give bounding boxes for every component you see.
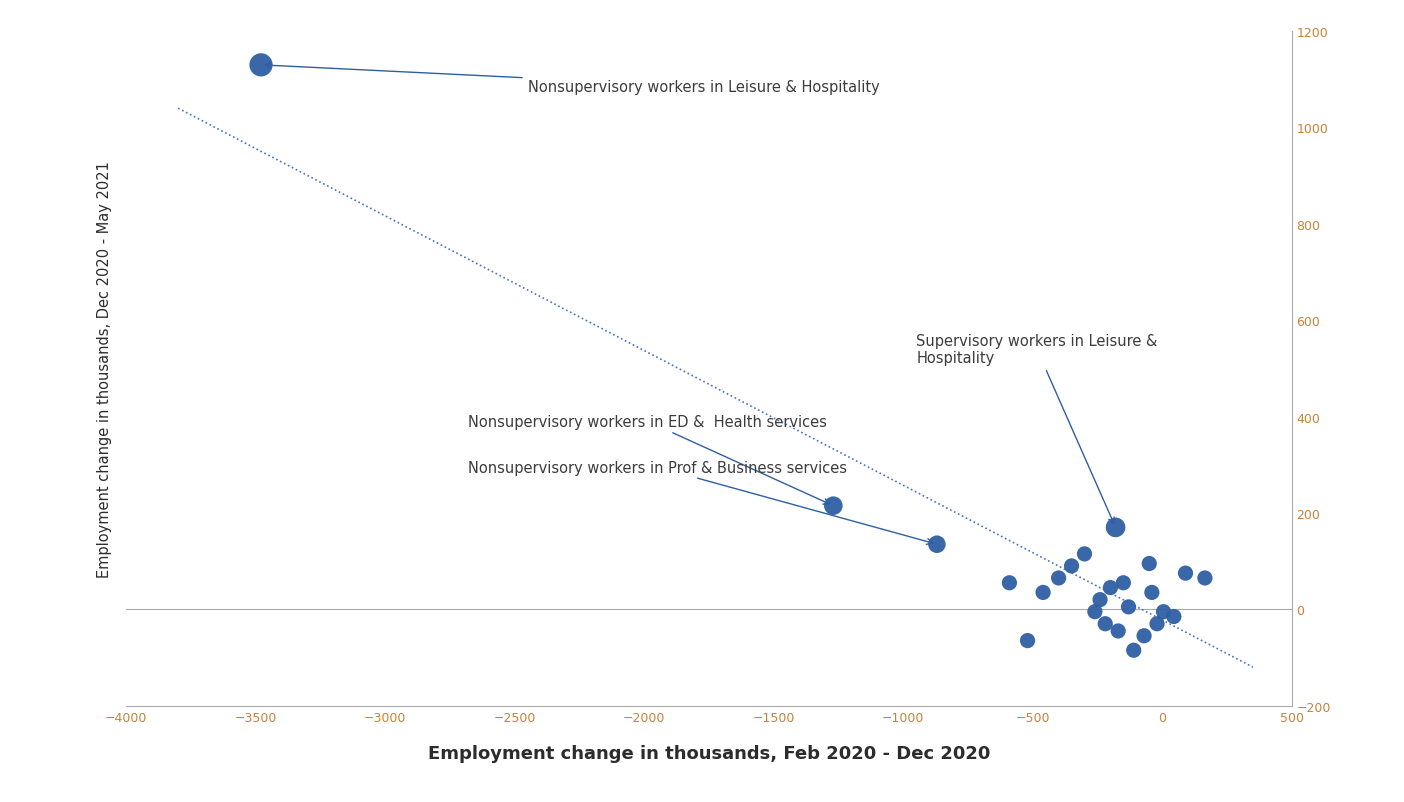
Point bbox=[1174, 567, 1196, 580]
Point bbox=[1118, 601, 1140, 614]
Point bbox=[1090, 593, 1112, 606]
Point bbox=[1084, 606, 1106, 618]
Text: Nonsupervisory workers in ED &  Health services: Nonsupervisory workers in ED & Health se… bbox=[468, 415, 830, 504]
Point bbox=[1146, 618, 1168, 630]
Point bbox=[1193, 572, 1216, 585]
Point bbox=[1112, 577, 1134, 589]
Point bbox=[1047, 572, 1070, 585]
Point bbox=[925, 538, 948, 551]
Y-axis label: Employment change in thousands, Dec 2020 - May 2021: Employment change in thousands, Dec 2020… bbox=[97, 160, 112, 577]
Point bbox=[1094, 618, 1116, 630]
Point bbox=[1099, 581, 1122, 594]
Point bbox=[1163, 610, 1185, 623]
Text: Supervisory workers in Leisure &
Hospitality: Supervisory workers in Leisure & Hospita… bbox=[917, 334, 1157, 524]
Point bbox=[1133, 630, 1155, 642]
Point bbox=[1073, 548, 1095, 561]
Point bbox=[1140, 586, 1163, 599]
Point bbox=[1032, 586, 1054, 599]
X-axis label: Employment change in thousands, Feb 2020 - Dec 2020: Employment change in thousands, Feb 2020… bbox=[428, 744, 990, 763]
Point bbox=[823, 500, 845, 512]
Point bbox=[1105, 521, 1127, 534]
Point bbox=[250, 59, 272, 72]
Point bbox=[1122, 644, 1144, 657]
Point bbox=[998, 577, 1021, 589]
Point bbox=[1153, 606, 1175, 618]
Text: Nonsupervisory workers in Prof & Business services: Nonsupervisory workers in Prof & Busines… bbox=[468, 460, 932, 545]
Point bbox=[1016, 634, 1039, 647]
Point bbox=[1106, 625, 1129, 638]
Text: Nonsupervisory workers in Leisure & Hospitality: Nonsupervisory workers in Leisure & Hosp… bbox=[265, 63, 879, 95]
Point bbox=[1060, 560, 1082, 573]
Point bbox=[1139, 557, 1161, 570]
